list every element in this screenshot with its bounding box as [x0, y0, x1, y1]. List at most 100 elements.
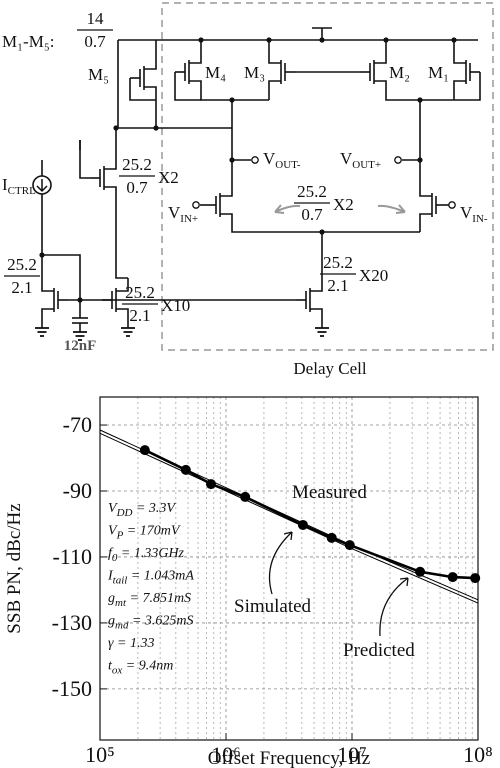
- label-rest: = 3.3V: [132, 501, 176, 516]
- node-dot: [319, 37, 325, 43]
- wire: [104, 186, 117, 200]
- label-sub: mt: [115, 597, 127, 609]
- wire: [419, 213, 432, 227]
- marker: [447, 572, 458, 583]
- size-mult: X2: [158, 168, 179, 187]
- label-sub: 0: [112, 552, 118, 564]
- current-arrow: [36, 179, 48, 193]
- wire: [310, 278, 323, 292]
- size-num: 25.2: [122, 155, 152, 174]
- label-rest: = 1.33GHz: [117, 546, 184, 561]
- node-dot: [266, 37, 272, 43]
- transistor-label: M₅: [88, 65, 109, 84]
- y-tick-label: -90: [63, 478, 92, 503]
- label-rest: = 7.851mS: [126, 591, 191, 606]
- size-den: 0.7: [126, 178, 148, 197]
- wire: [129, 78, 156, 101]
- label: VP = 170mV: [108, 524, 181, 542]
- label-main: g: [108, 591, 115, 606]
- x-tick-label: 10⁸: [463, 742, 493, 767]
- port: [448, 201, 456, 209]
- wire: [453, 50, 466, 64]
- node-dot: [153, 125, 159, 131]
- wire: [385, 94, 454, 101]
- delay-cell-box: [161, 2, 494, 351]
- wire: [104, 156, 117, 170]
- pointer-arrow: [268, 531, 293, 595]
- transistor-label: M₁: [428, 63, 449, 82]
- y-tick-label: -130: [52, 610, 92, 635]
- label-sub: CTRL: [8, 185, 36, 197]
- wire: [220, 183, 233, 197]
- wire: [115, 200, 128, 279]
- x-tick-label: 10⁵: [85, 742, 115, 767]
- node-dot: [383, 37, 389, 43]
- wire: [116, 278, 129, 292]
- wire: [231, 227, 420, 233]
- series-line: [99, 432, 479, 604]
- label-main: γ: [108, 636, 114, 651]
- label-sub: P: [116, 530, 124, 542]
- label-main: V: [460, 203, 473, 222]
- label-rest: = 1.043mA: [127, 569, 194, 584]
- size-num: 25.2: [7, 255, 37, 274]
- label: f0 = 1.33GHz: [108, 546, 185, 564]
- node-dot: [417, 157, 423, 163]
- wire: [144, 86, 157, 100]
- size-num: 25.2: [323, 253, 353, 272]
- marker: [344, 540, 355, 551]
- wire: [174, 72, 201, 101]
- size-num: 14: [87, 9, 105, 28]
- y-tick-label: -150: [52, 676, 92, 701]
- sizing-prefix: M₁-M₅:: [2, 32, 54, 51]
- label-sub: IN-: [472, 213, 488, 225]
- series-line: [99, 429, 479, 601]
- transistor-label: M₂: [389, 63, 410, 82]
- x-tick-label: 10⁷: [337, 742, 367, 767]
- label-rest: = 1.33: [114, 636, 155, 651]
- wire: [310, 308, 323, 322]
- label-sub: ox: [112, 665, 123, 677]
- plot-frame: [99, 396, 479, 741]
- wire: [144, 56, 157, 70]
- label: ICTRL: [2, 175, 36, 197]
- label: VIN-: [460, 203, 488, 225]
- y-tick-label: -110: [52, 544, 92, 569]
- port: [251, 156, 259, 164]
- box-label: Delay Cell: [293, 359, 366, 378]
- label-main: V: [108, 501, 118, 516]
- series-label: Predicted: [343, 640, 415, 661]
- label-rest: = 9.4nm: [122, 659, 173, 674]
- transistor-label: M₃: [244, 63, 265, 82]
- wire: [41, 308, 54, 322]
- marker: [415, 566, 426, 577]
- port: [394, 156, 402, 164]
- gray-arrow: [377, 204, 406, 214]
- wire: [453, 80, 466, 94]
- label-main: V: [108, 524, 118, 539]
- wire: [419, 183, 432, 197]
- size-mult: X20: [359, 266, 388, 285]
- label-main: I: [2, 175, 8, 194]
- wire: [116, 308, 129, 322]
- size-mult: X10: [161, 296, 190, 315]
- series-label: Simulated: [234, 596, 312, 617]
- size-den: 2.1: [129, 306, 150, 325]
- transistor-label: M₄: [205, 63, 226, 82]
- x-tick-label: 10⁶: [211, 742, 241, 767]
- wire: [268, 80, 281, 94]
- label: Itail = 1.043mA: [107, 569, 194, 587]
- size-den: 0.7: [301, 205, 323, 224]
- label-sub: OUT-: [275, 159, 301, 171]
- node-dot: [198, 37, 204, 43]
- wire: [200, 94, 269, 101]
- node-dot: [229, 157, 235, 163]
- size-mult: X2: [333, 195, 354, 214]
- marker: [180, 464, 191, 475]
- label: γ = 1.33: [108, 636, 154, 651]
- wire: [41, 278, 54, 292]
- label-main: I: [107, 569, 114, 584]
- label: gmd = 3.625mS: [108, 614, 194, 632]
